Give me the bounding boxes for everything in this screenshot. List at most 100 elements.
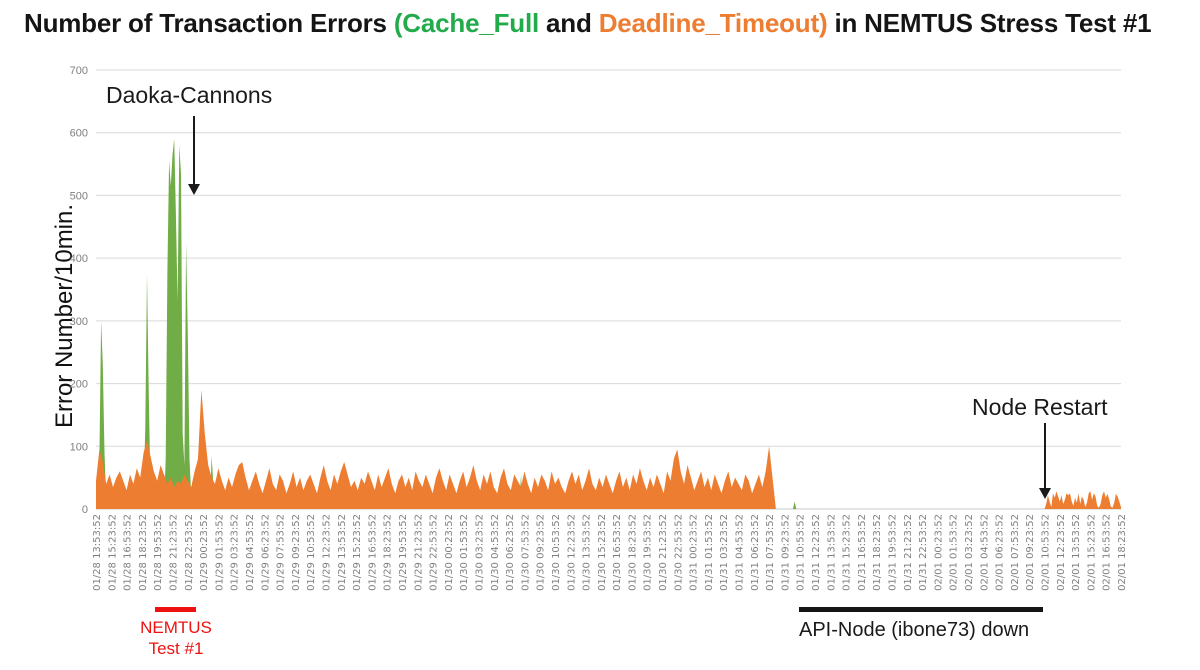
x-tick-label: 01/31 13:53:52 xyxy=(826,514,837,591)
title-cache-full: (Cache_Full xyxy=(393,8,540,38)
area-deadline_timeout xyxy=(1044,491,1121,509)
x-tick-label: 01/29 15:23:52 xyxy=(352,514,363,591)
y-tick-label: 600 xyxy=(70,128,88,140)
x-tick-label: 01/30 18:23:52 xyxy=(627,514,638,591)
x-tick-label: 02/01 16:53:52 xyxy=(1102,514,1113,591)
x-tick-label: 01/29 16:53:52 xyxy=(367,514,378,591)
title-part2: in NEMTUS Stress Test #1 xyxy=(827,8,1152,38)
annotation-nemtus-test: NEMTUS Test #1 xyxy=(126,617,226,659)
x-tick-label: 01/31 21:23:52 xyxy=(903,514,914,591)
x-tick-label: 01/31 15:23:52 xyxy=(842,514,853,591)
x-tick-label: 01/29 07:53:52 xyxy=(276,514,287,591)
daoka-cannons-arrow xyxy=(188,116,200,195)
x-tick-label: 01/30 01:53:52 xyxy=(459,514,470,591)
api-node-down-period-bar xyxy=(799,607,1043,612)
y-tick-label: 100 xyxy=(70,441,88,453)
x-tick-label: 01/30 00:23:52 xyxy=(444,514,455,591)
x-tick-label: 01/30 03:23:52 xyxy=(474,514,485,591)
x-tick-label: 01/28 21:23:52 xyxy=(168,514,179,591)
x-tick-label: 02/01 00:23:52 xyxy=(933,514,944,591)
area-cache_full xyxy=(96,139,797,509)
x-tick-label: 01/31 06:23:52 xyxy=(750,514,761,591)
x-tick-label: 01/29 06:23:52 xyxy=(260,514,271,591)
x-tick-label: 01/31 03:23:52 xyxy=(719,514,730,591)
x-tick-label: 01/29 12:23:52 xyxy=(321,514,332,591)
x-tick-label: 01/31 04:53:52 xyxy=(735,514,746,591)
x-tick-label: 01/29 21:23:52 xyxy=(413,514,424,591)
x-tick-label: 01/30 15:23:52 xyxy=(597,514,608,591)
x-tick-label: 01/31 18:23:52 xyxy=(872,514,883,591)
x-tick-label: 02/01 13:53:52 xyxy=(1071,514,1082,591)
title-deadline-timeout: Deadline_Timeout) xyxy=(598,8,828,38)
x-tick-labels: 01/28 13:53:52 01/28 15:23:52 01/28 16:53:… xyxy=(92,514,1128,591)
x-tick-label: 02/01 09:23:52 xyxy=(1025,514,1036,591)
y-tick-label: 0 xyxy=(82,504,88,516)
x-tick-label: 02/01 18:23:52 xyxy=(1117,514,1128,591)
annotation-nemtus-line1: NEMTUS xyxy=(140,618,212,637)
title-and: and xyxy=(539,8,599,38)
x-tick-label: 01/28 19:53:52 xyxy=(153,514,164,591)
x-tick-label: 01/30 07:53:52 xyxy=(520,514,531,591)
x-tick-label: 01/30 09:23:52 xyxy=(536,514,547,591)
x-tick-label: 01/28 18:23:52 xyxy=(138,514,149,591)
x-tick-label: 01/30 04:53:52 xyxy=(490,514,501,591)
title-part1: Number of Transaction Errors xyxy=(24,8,394,38)
x-tick-label: 01/29 18:23:52 xyxy=(383,514,394,591)
x-tick-label: 02/01 04:53:52 xyxy=(979,514,990,591)
series-areas xyxy=(96,139,1121,509)
x-tick-label: 01/30 19:53:52 xyxy=(643,514,654,591)
x-tick-label: 02/01 01:53:52 xyxy=(949,514,960,591)
x-tick-label: 01/28 16:53:52 xyxy=(123,514,134,591)
chart-title: Number of Transaction Errors (Cache_Full… xyxy=(24,8,1152,39)
annotation-node-restart: Node Restart xyxy=(972,394,1108,420)
x-tick-label: 01/29 00:23:52 xyxy=(199,514,210,591)
x-tick-label: 01/29 22:53:52 xyxy=(429,514,440,591)
x-tick-label: 01/30 13:53:52 xyxy=(582,514,593,591)
x-tick-label: 02/01 03:23:52 xyxy=(964,514,975,591)
x-tick-label: 01/31 07:53:52 xyxy=(765,514,776,591)
y-tick-label: 400 xyxy=(70,253,88,265)
area-deadline_timeout xyxy=(96,389,776,509)
y-tick-label: 200 xyxy=(70,379,88,391)
x-tick-label: 02/01 07:53:52 xyxy=(1010,514,1021,591)
x-tick-label: 01/31 16:53:52 xyxy=(857,514,868,591)
x-tick-label: 01/31 19:53:52 xyxy=(888,514,899,591)
gridlines xyxy=(96,69,1121,510)
x-tick-label: 01/29 01:53:52 xyxy=(214,514,225,591)
x-tick-label: 01/30 16:53:52 xyxy=(612,514,623,591)
x-tick-label: 01/30 21:23:52 xyxy=(658,514,669,591)
annotation-daoka-cannons: Daoka-Cannons xyxy=(106,82,273,108)
x-tick-label: 01/28 13:53:52 xyxy=(92,514,103,591)
x-tick-label: 01/31 10:53:52 xyxy=(796,514,807,591)
annotation-api-node-down: API-Node (ibone73) down xyxy=(799,619,1030,641)
x-tick-label: 01/29 09:23:52 xyxy=(291,514,302,591)
x-tick-label: 01/28 15:23:52 xyxy=(107,514,118,591)
y-tick-label: 700 xyxy=(70,65,88,77)
x-tick-label: 01/29 19:53:52 xyxy=(398,514,409,591)
y-tick-label: 500 xyxy=(70,190,88,202)
x-tick-label: 01/31 09:23:52 xyxy=(780,514,791,591)
x-tick-label: 01/30 22:53:52 xyxy=(673,514,684,591)
x-tick-label: 02/01 06:23:52 xyxy=(995,514,1006,591)
x-tick-label: 02/01 12:23:52 xyxy=(1056,514,1067,591)
y-tick-labels: 0 100 200 300 400 500 600 700 xyxy=(70,65,88,516)
node-restart-arrow xyxy=(1039,423,1051,499)
annotation-nemtus-line2: Test #1 xyxy=(148,639,204,658)
x-tick-label: 02/01 15:23:52 xyxy=(1086,514,1097,591)
x-tick-label: 01/31 01:53:52 xyxy=(704,514,715,591)
x-tick-label: 01/30 12:23:52 xyxy=(566,514,577,591)
x-tick-label: 01/31 22:53:52 xyxy=(918,514,929,591)
x-tick-label: 01/28 22:53:52 xyxy=(184,514,195,591)
x-tick-label: 01/29 10:53:52 xyxy=(306,514,317,591)
x-tick-label: 01/30 10:53:52 xyxy=(551,514,562,591)
x-tick-label: 01/31 00:23:52 xyxy=(689,514,700,591)
x-tick-label: 01/29 04:53:52 xyxy=(245,514,256,591)
x-tick-label: 01/29 13:53:52 xyxy=(337,514,348,591)
y-tick-label: 300 xyxy=(70,316,88,328)
x-tick-label: 01/29 03:23:52 xyxy=(230,514,241,591)
x-tick-label: 01/30 06:23:52 xyxy=(505,514,516,591)
x-tick-label: 02/01 10:53:52 xyxy=(1041,514,1052,591)
x-tick-label: 01/31 12:23:52 xyxy=(811,514,822,591)
